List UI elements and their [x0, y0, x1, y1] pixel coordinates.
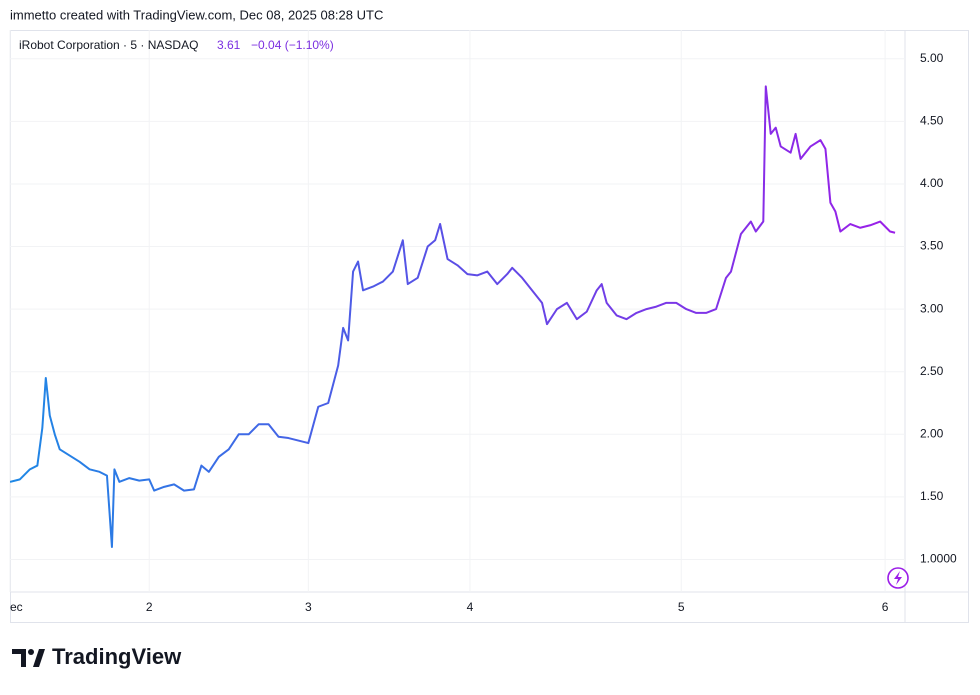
- x-tick-label: 5: [678, 600, 685, 614]
- y-tick-label: 1.50: [920, 489, 944, 503]
- x-tick-label: ec: [10, 600, 23, 614]
- y-tick-label: 5.00: [920, 51, 944, 65]
- grid: [9, 30, 905, 592]
- header-text: immetto created with TradingView.com, De…: [10, 7, 383, 22]
- y-tick-label: 3.50: [920, 239, 944, 253]
- price-line: [10, 85, 896, 548]
- plot: [10, 85, 896, 548]
- y-tick-label: 4.00: [920, 176, 944, 190]
- x-tick-label: 4: [467, 600, 474, 614]
- legend-last: 3.61: [217, 38, 241, 52]
- x-tick-label: 3: [305, 600, 312, 614]
- alert-icon[interactable]: [887, 567, 909, 589]
- x-tick-label: 6: [882, 600, 889, 614]
- y-tick-label: 3.00: [920, 301, 944, 315]
- pane-border: [10, 30, 969, 623]
- y-tick-label: 2.50: [920, 364, 944, 378]
- y-tick-label: 2.00: [920, 426, 944, 440]
- brand: TradingView: [52, 644, 182, 669]
- y-tick-label: 4.50: [920, 114, 944, 128]
- legend-symbol: iRobot Corporation · 5 · NASDAQ: [19, 38, 198, 52]
- x-tick-label: 2: [146, 600, 153, 614]
- legend-change: −0.04 (−1.10%): [251, 38, 334, 52]
- logo[interactable]: TradingView: [12, 644, 182, 669]
- y-tick-label: 1.0000: [920, 552, 957, 566]
